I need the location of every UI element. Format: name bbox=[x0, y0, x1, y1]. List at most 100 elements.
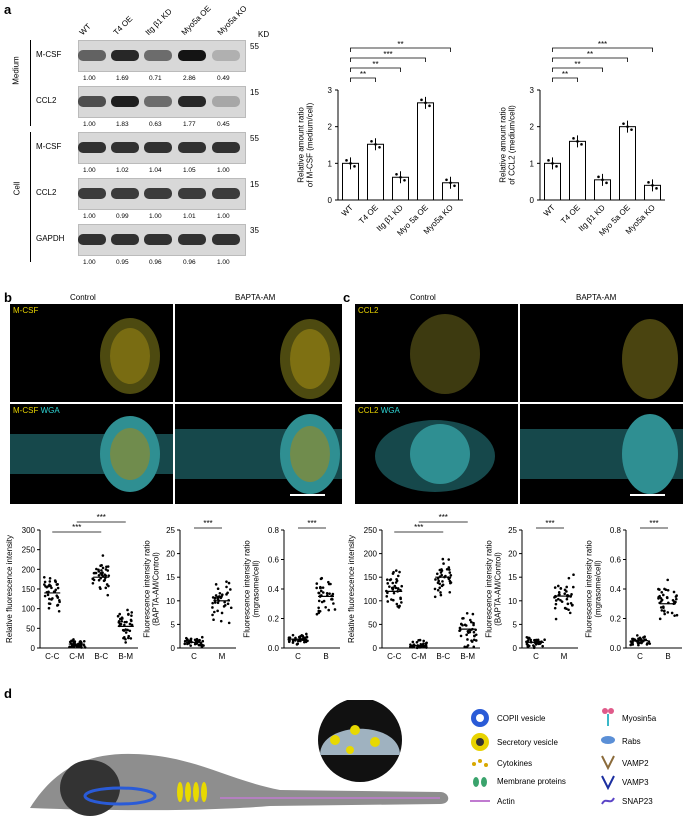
stain-label-ccl2: CCL2 bbox=[358, 306, 379, 315]
axis-label-line: Fluorescence intensity ratio bbox=[143, 540, 152, 638]
golgi bbox=[177, 782, 207, 802]
data-point bbox=[82, 639, 86, 643]
data-point bbox=[318, 609, 322, 613]
blot-band bbox=[78, 234, 106, 245]
blot-band bbox=[178, 234, 206, 245]
data-point bbox=[474, 639, 478, 642]
data-point bbox=[563, 588, 567, 592]
data-point bbox=[675, 613, 679, 617]
y-tick-label: 0.2 bbox=[268, 615, 280, 624]
dotplot-c-ratio: Fluorescence intensity ratio(BAPTA-AM/Co… bbox=[485, 519, 578, 661]
data-point bbox=[543, 638, 546, 642]
data-point bbox=[453, 184, 456, 188]
blot-quant: 1.00 bbox=[83, 213, 96, 220]
data-point bbox=[447, 558, 451, 561]
lane-label: Itg β1 KD bbox=[143, 6, 174, 38]
data-point bbox=[398, 570, 401, 574]
blot-quant: 1.00 bbox=[83, 167, 96, 174]
data-point bbox=[213, 601, 217, 604]
legend-item: COPII vesicle bbox=[497, 714, 546, 723]
data-point bbox=[553, 586, 557, 589]
y-axis-label: Relative amount ratioof CCL2 (medium/cel… bbox=[499, 105, 517, 185]
axis-label-line: (mgrasome/cell) bbox=[594, 560, 603, 618]
data-point bbox=[226, 602, 230, 606]
blot-quant: 1.00 bbox=[217, 167, 230, 174]
dotplot-b-ratio: Fluorescence intensity ratio(BAPTA-AM/Co… bbox=[143, 519, 236, 661]
data-point bbox=[120, 617, 123, 621]
data-point bbox=[659, 596, 663, 600]
data-point bbox=[43, 580, 47, 584]
data-point bbox=[55, 594, 59, 598]
inset-membrane bbox=[320, 728, 400, 755]
data-point bbox=[647, 181, 650, 184]
y-tick-label: 0.0 bbox=[268, 644, 280, 653]
data-point bbox=[82, 644, 86, 647]
secretory-vesicle-icon bbox=[471, 733, 489, 751]
data-point bbox=[104, 586, 108, 590]
y-tick-label: 0.4 bbox=[610, 585, 622, 594]
blot-quant: 1.69 bbox=[116, 75, 129, 82]
data-point bbox=[130, 611, 134, 614]
y-tick-label: 25 bbox=[166, 526, 175, 535]
data-point bbox=[72, 641, 75, 644]
y-tick-label: 20 bbox=[166, 550, 175, 559]
blot-band bbox=[144, 188, 172, 199]
data-point bbox=[470, 620, 473, 624]
data-point bbox=[560, 600, 564, 603]
er-membrane bbox=[83, 786, 157, 806]
data-point bbox=[107, 584, 110, 588]
data-point bbox=[45, 585, 49, 589]
legend-item: Cytokines bbox=[497, 759, 533, 768]
data-point bbox=[83, 646, 87, 649]
data-point bbox=[319, 585, 322, 589]
data-point bbox=[223, 603, 227, 607]
data-point bbox=[120, 619, 124, 623]
data-point bbox=[465, 633, 468, 637]
blot-quant: 1.77 bbox=[183, 121, 196, 128]
y-tick-label: 250 bbox=[364, 526, 378, 535]
data-point bbox=[76, 644, 79, 648]
data-point bbox=[439, 591, 442, 594]
data-point bbox=[473, 634, 476, 638]
col-label-bapta: BAPTA-AM bbox=[235, 293, 276, 302]
data-point bbox=[345, 159, 348, 162]
data-point bbox=[321, 591, 325, 594]
data-point bbox=[440, 573, 444, 577]
legend-item: SNAP23 bbox=[622, 797, 653, 806]
myosin5a-icon bbox=[602, 708, 614, 726]
x-tick-label: B bbox=[323, 652, 328, 661]
micrograph-b-bapta-top bbox=[175, 304, 342, 402]
data-point bbox=[601, 178, 604, 182]
data-point bbox=[445, 178, 448, 182]
blot-quant: 1.00 bbox=[83, 259, 96, 266]
data-point bbox=[213, 610, 216, 614]
significance-bracket bbox=[350, 77, 376, 82]
axis-label-line: (BAPTA-AM/Control) bbox=[494, 552, 503, 626]
x-tick-label: C bbox=[637, 652, 643, 661]
axis-label-line: Relative fluorescence intensity bbox=[5, 535, 14, 643]
micrograph-b-control-top: M-CSF bbox=[10, 304, 173, 402]
data-point bbox=[129, 637, 133, 640]
data-point bbox=[449, 581, 452, 585]
x-tick-label: B-M bbox=[460, 652, 475, 661]
data-point bbox=[128, 629, 132, 633]
data-point bbox=[97, 578, 101, 582]
dotplot-c-mgrasome: Fluorescence intensity ratio(mgrasome/ce… bbox=[585, 519, 682, 661]
data-point bbox=[541, 644, 544, 648]
data-point bbox=[107, 574, 111, 577]
data-point bbox=[116, 614, 120, 618]
data-point bbox=[458, 629, 461, 633]
data-point bbox=[390, 598, 393, 601]
data-point bbox=[399, 596, 402, 600]
micrograph-b-bapta-bottom bbox=[175, 404, 342, 504]
data-point bbox=[189, 644, 192, 647]
x-tick-label: C bbox=[191, 652, 197, 661]
blot-band bbox=[178, 50, 206, 61]
data-point bbox=[572, 137, 575, 140]
data-point bbox=[201, 639, 205, 643]
significance-bracket bbox=[552, 67, 603, 72]
data-point bbox=[392, 591, 396, 595]
x-tick-label: C bbox=[533, 652, 539, 661]
y-tick-label: 0.0 bbox=[610, 644, 622, 653]
data-point bbox=[327, 608, 331, 612]
